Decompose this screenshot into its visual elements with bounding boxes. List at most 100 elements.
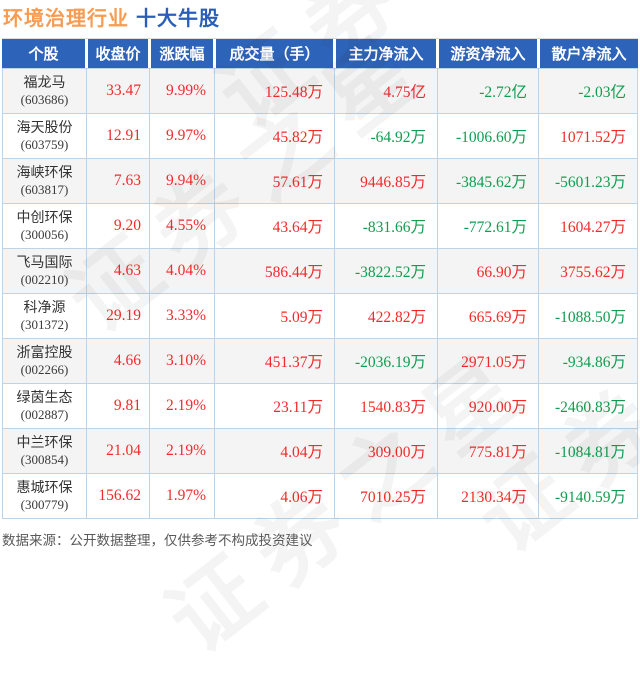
change-pct-cell: 1.97% bbox=[149, 474, 214, 518]
stock-code: (300854) bbox=[20, 452, 69, 467]
retail-inflow-cell: -9140.59万 bbox=[538, 474, 637, 518]
close-price-cell: 9.81 bbox=[86, 384, 149, 428]
close-price-cell: 9.20 bbox=[86, 204, 149, 248]
main-inflow-cell: -831.66万 bbox=[334, 204, 437, 248]
stock-name-cell: 绿茵生态 (002887) bbox=[3, 384, 86, 428]
speculative-inflow-cell: 665.69万 bbox=[437, 294, 538, 338]
stock-name: 绿茵生态 bbox=[16, 389, 73, 405]
source-note: 数据来源：公开数据整理，仅供参考不构成投资建议 bbox=[2, 533, 313, 548]
column-header-change-pct: 涨跌幅 bbox=[148, 39, 213, 68]
volume-cell: 4.06万 bbox=[214, 474, 334, 518]
stock-name: 中创环保 bbox=[16, 209, 73, 225]
main-inflow-cell: 9446.85万 bbox=[334, 159, 437, 203]
main-inflow-cell: 7010.25万 bbox=[334, 474, 437, 518]
stock-name: 中兰环保 bbox=[16, 434, 73, 450]
speculative-inflow-cell: -772.61万 bbox=[437, 204, 538, 248]
retail-inflow-cell: -2460.83万 bbox=[538, 384, 637, 428]
speculative-inflow-cell: -2.72亿 bbox=[437, 69, 538, 113]
close-price-cell: 156.62 bbox=[86, 474, 149, 518]
change-pct-cell: 9.97% bbox=[149, 114, 214, 158]
speculative-inflow-cell: 66.90万 bbox=[437, 249, 538, 293]
stock-code: (301372) bbox=[20, 317, 69, 332]
main-inflow-cell: 422.82万 bbox=[334, 294, 437, 338]
main-inflow-cell: 1540.83万 bbox=[334, 384, 437, 428]
stock-name: 浙富控股 bbox=[16, 344, 73, 360]
column-header-stock: 个股 bbox=[2, 39, 85, 68]
stock-name-cell: 中创环保 (300056) bbox=[3, 204, 86, 248]
table-row: 福龙马 (603686) 33.47 9.99% 125.48万 4.75亿 -… bbox=[3, 69, 637, 114]
speculative-inflow-cell: 2971.05万 bbox=[437, 339, 538, 383]
table-header-row: 个股 收盘价 涨跌幅 成交量（手） 主力净流入 游资净流入 散户净流入 bbox=[2, 38, 638, 68]
page-title: 环境治理行业 十大牛股 bbox=[3, 2, 220, 31]
table-row: 海峡环保 (603817) 7.63 9.94% 57.61万 9446.85万… bbox=[3, 159, 637, 204]
change-pct-cell: 4.55% bbox=[149, 204, 214, 248]
main-inflow-cell: -3822.52万 bbox=[334, 249, 437, 293]
stock-code: (002887) bbox=[20, 407, 69, 422]
table-row: 海天股份 (603759) 12.91 9.97% 45.82万 -64.92万… bbox=[3, 114, 637, 159]
stock-name: 科净源 bbox=[23, 299, 66, 315]
retail-inflow-cell: -1088.50万 bbox=[538, 294, 637, 338]
change-pct-cell: 9.99% bbox=[149, 69, 214, 113]
change-pct-cell: 2.19% bbox=[149, 429, 214, 473]
volume-cell: 23.11万 bbox=[214, 384, 334, 428]
column-header-speculative-inflow: 游资净流入 bbox=[436, 39, 537, 68]
retail-inflow-cell: -934.86万 bbox=[538, 339, 637, 383]
stocks-table: 个股 收盘价 涨跌幅 成交量（手） 主力净流入 游资净流入 散户净流入 福龙马 … bbox=[2, 38, 638, 519]
retail-inflow-cell: -2.03亿 bbox=[538, 69, 637, 113]
table-row: 科净源 (301372) 29.19 3.33% 5.09万 422.82万 6… bbox=[3, 294, 637, 339]
speculative-inflow-cell: -1006.60万 bbox=[437, 114, 538, 158]
volume-cell: 5.09万 bbox=[214, 294, 334, 338]
stock-code: (300056) bbox=[20, 227, 69, 242]
table-row: 惠城环保 (300779) 156.62 1.97% 4.06万 7010.25… bbox=[3, 474, 637, 519]
close-price-cell: 12.91 bbox=[86, 114, 149, 158]
stock-name-cell: 飞马国际 (002210) bbox=[3, 249, 86, 293]
close-price-cell: 7.63 bbox=[86, 159, 149, 203]
stock-name: 海峡环保 bbox=[16, 164, 73, 180]
stock-name-cell: 惠城环保 (300779) bbox=[3, 474, 86, 518]
retail-inflow-cell: -5601.23万 bbox=[538, 159, 637, 203]
change-pct-cell: 9.94% bbox=[149, 159, 214, 203]
table-row: 飞马国际 (002210) 4.63 4.04% 586.44万 -3822.5… bbox=[3, 249, 637, 294]
stock-name: 飞马国际 bbox=[16, 254, 73, 270]
stock-name: 海天股份 bbox=[16, 119, 73, 135]
stock-code: (002210) bbox=[20, 272, 69, 287]
stock-name-cell: 海天股份 (603759) bbox=[3, 114, 86, 158]
column-header-main-inflow: 主力净流入 bbox=[333, 39, 436, 68]
stock-code: (603686) bbox=[20, 92, 69, 107]
column-header-volume: 成交量（手） bbox=[213, 39, 333, 68]
column-header-retail-inflow: 散户净流入 bbox=[537, 39, 638, 68]
table-row: 中兰环保 (300854) 21.04 2.19% 4.04万 309.00万 … bbox=[3, 429, 637, 474]
retail-inflow-cell: 1604.27万 bbox=[538, 204, 637, 248]
stock-name-cell: 海峡环保 (603817) bbox=[3, 159, 86, 203]
stock-name-cell: 浙富控股 (002266) bbox=[3, 339, 86, 383]
retail-inflow-cell: 1071.52万 bbox=[538, 114, 637, 158]
stock-name-cell: 中兰环保 (300854) bbox=[3, 429, 86, 473]
change-pct-cell: 2.19% bbox=[149, 384, 214, 428]
volume-cell: 586.44万 bbox=[214, 249, 334, 293]
main-inflow-cell: -2036.19万 bbox=[334, 339, 437, 383]
volume-cell: 57.61万 bbox=[214, 159, 334, 203]
main-inflow-cell: -64.92万 bbox=[334, 114, 437, 158]
stock-name-cell: 科净源 (301372) bbox=[3, 294, 86, 338]
close-price-cell: 29.19 bbox=[86, 294, 149, 338]
volume-cell: 125.48万 bbox=[214, 69, 334, 113]
change-pct-cell: 3.10% bbox=[149, 339, 214, 383]
stock-code: (300779) bbox=[20, 497, 69, 512]
stock-name: 惠城环保 bbox=[16, 479, 73, 495]
close-price-cell: 33.47 bbox=[86, 69, 149, 113]
close-price-cell: 4.63 bbox=[86, 249, 149, 293]
stock-name-cell: 福龙马 (603686) bbox=[3, 69, 86, 113]
table-row: 中创环保 (300056) 9.20 4.55% 43.64万 -831.66万… bbox=[3, 204, 637, 249]
volume-cell: 45.82万 bbox=[214, 114, 334, 158]
table-body: 福龙马 (603686) 33.47 9.99% 125.48万 4.75亿 -… bbox=[2, 68, 638, 519]
stock-code: (002266) bbox=[20, 362, 69, 377]
change-pct-cell: 3.33% bbox=[149, 294, 214, 338]
table-row: 浙富控股 (002266) 4.66 3.10% 451.37万 -2036.1… bbox=[3, 339, 637, 384]
change-pct-cell: 4.04% bbox=[149, 249, 214, 293]
close-price-cell: 4.66 bbox=[86, 339, 149, 383]
stock-code: (603759) bbox=[20, 137, 69, 152]
stock-code: (603817) bbox=[20, 182, 69, 197]
volume-cell: 451.37万 bbox=[214, 339, 334, 383]
industry-name: 环境治理行业 bbox=[3, 8, 129, 30]
table-row: 绿茵生态 (002887) 9.81 2.19% 23.11万 1540.83万… bbox=[3, 384, 637, 429]
